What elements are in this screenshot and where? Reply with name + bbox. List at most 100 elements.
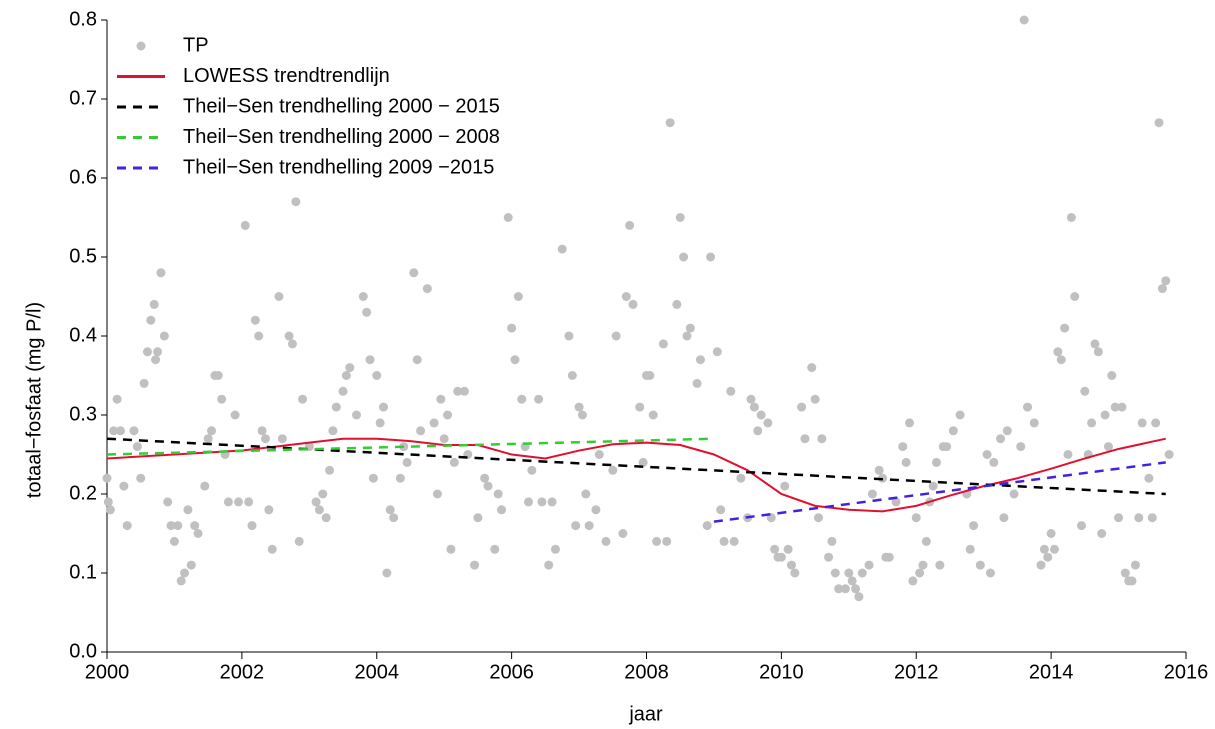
legend-label: LOWESS trendtrendlijn [183,65,390,87]
data-point [213,371,223,380]
y-tick-label: 0.2 [69,482,97,504]
data-point [884,552,894,562]
data-point [1103,442,1113,452]
data-point [770,544,780,554]
y-tick-label: 0.3 [69,403,97,425]
data-point [827,536,837,546]
data-point [247,521,257,531]
data-point [1066,213,1076,222]
data-point [156,268,166,278]
data-point [244,497,254,507]
data-point [928,481,938,491]
data-point [1100,410,1110,420]
data-point [564,331,574,341]
data-point [1043,552,1053,562]
data-point [240,220,250,230]
x-axis-title: jaar [628,703,663,725]
data-point [328,426,338,436]
legend-label: TP [183,34,209,56]
data-point [985,568,995,578]
data-point [169,536,179,546]
data-point [965,544,975,554]
data-point [665,118,675,128]
data-point [911,513,921,523]
data-point [756,410,766,420]
data-point [921,536,931,546]
data-point [331,402,341,412]
data-point [1127,576,1137,586]
data-point [935,560,945,570]
trend-line [713,461,1166,523]
data-point [611,331,621,341]
data-point [1154,118,1164,128]
data-point [695,355,705,365]
data-point [574,402,584,412]
x-tick-label: 2002 [220,661,265,683]
data-point [257,426,267,436]
data-point [325,465,335,475]
data-point [840,584,850,594]
data-point [453,386,463,396]
x-tick-label: 2008 [624,661,669,683]
data-point [753,426,763,436]
data-point [628,299,638,309]
data-point [1063,450,1073,459]
data-point [918,560,928,570]
data-point [186,560,196,570]
data-point [173,521,183,531]
data-point [1036,560,1046,570]
y-tick-label: 0.0 [69,640,97,662]
data-point [416,426,426,436]
data-point [1161,276,1171,286]
data-point [982,450,992,459]
data-point [847,576,857,586]
data-point [193,529,203,538]
data-point [294,536,304,546]
data-point [955,410,965,420]
data-point [102,473,112,483]
data-point [672,299,682,309]
data-point [1046,529,1056,538]
data-point [817,434,827,444]
data-point [1070,292,1080,301]
data-point [813,513,823,523]
data-point [584,521,594,531]
data-point [844,568,854,578]
data-point [797,402,807,412]
data-point [274,292,284,301]
data-point [783,544,793,554]
data-point [109,426,119,436]
data-point [338,386,348,396]
data-point [544,560,554,570]
data-point [159,331,169,341]
data-point [854,592,864,602]
data-point [372,371,382,380]
data-point [594,450,604,459]
data-point [412,355,422,365]
data-point [115,426,125,436]
data-point [658,339,668,349]
x-tick-label: 2016 [1164,661,1209,683]
data-point [547,497,557,507]
data-point [1120,568,1130,578]
data-point [534,394,544,404]
legend-background [111,30,591,185]
data-point [618,529,628,538]
data-point [470,560,480,570]
data-point [352,410,362,420]
data-point [180,568,190,578]
data-point [830,568,840,578]
data-point [857,568,867,578]
data-point [824,552,834,562]
data-point [230,410,240,420]
data-point [1009,489,1019,499]
data-point [176,576,186,586]
data-point [891,497,901,507]
data-point [523,497,533,507]
data-point [311,497,321,507]
data-point [105,505,115,515]
data-point [763,418,773,428]
legend-label: Theil−Sen trendhelling 2009 −2015 [183,156,494,178]
